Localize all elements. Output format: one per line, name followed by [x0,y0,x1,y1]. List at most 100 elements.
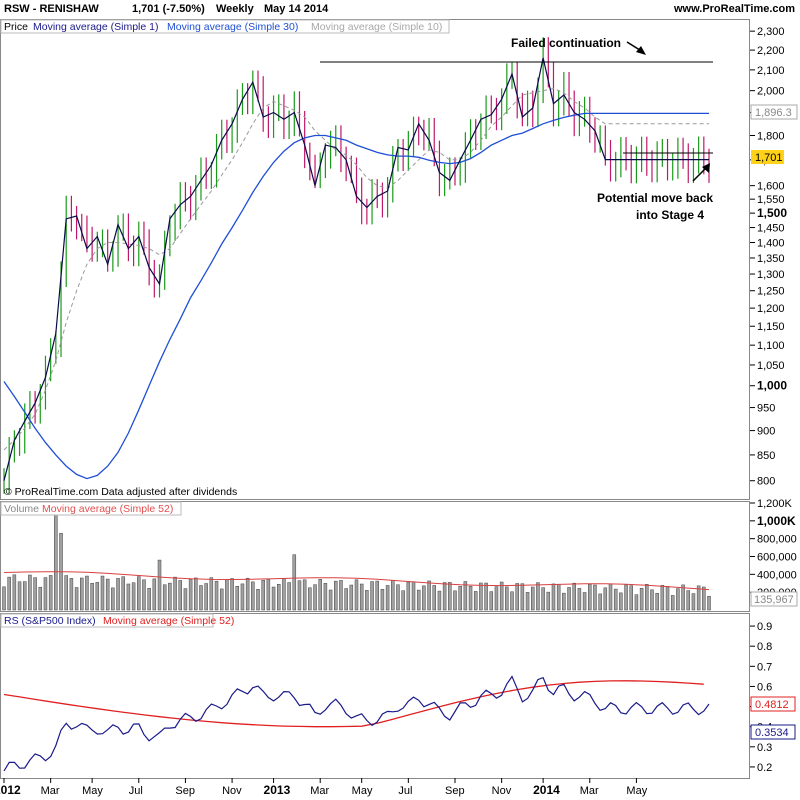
volume-bar [74,587,79,611]
rs-tick-label: 0.6 [757,681,772,693]
x-tick-label: Nov [492,785,512,797]
volume-bar [147,587,151,611]
volume-bar [359,583,364,611]
rs-panel-frame [0,613,750,779]
volume-bar [162,584,167,611]
volume-legend: Volume Moving average (Simple 52) [0,501,182,516]
volume-bar [629,585,633,611]
volume-bar [525,592,530,611]
volume-bar [546,591,551,611]
volume-bar [95,582,100,611]
annotation-arrow-bottom [692,166,708,182]
price-tick-label: 1,800 [757,131,785,143]
volume-bar [266,578,271,611]
volume-bar [328,589,333,611]
volume-bar [152,578,157,611]
x-tick-label: Mar [580,785,599,797]
x-tick-label: Mar [41,785,60,797]
volume-bar [619,592,623,611]
rs-ma-badge: 0.4812 [750,696,796,712]
volume-bar [131,582,136,611]
x-axis: 2012 Mar May Jul Sep Nov 2013 Mar May Jul Sep Nov 20… [0,778,648,797]
volume-tick-label: 1,000K [757,514,796,528]
rs-ma-line [3,680,704,728]
symbol-title: RSW - RENISHAW [4,3,99,15]
volume-bar [64,575,68,611]
price-line [3,57,709,481]
legend-ma10: Moving average (Simple 10) [311,21,442,33]
svg-text:1,896.3: 1,896.3 [755,107,792,119]
volume-bar [354,579,359,611]
volume-bar [639,587,644,611]
volume-bar [157,559,162,611]
volume-bar [178,580,182,611]
volume-bar [531,586,535,611]
annotation-stage4-line2: into Stage 4 [636,208,704,222]
volume-bar [168,582,172,611]
volume-bar [588,584,592,611]
volume-bar [463,581,468,611]
data-footer: © ProRealTime.com Data adjusted after di… [4,486,237,498]
price-tick-label: 850 [757,450,775,462]
legend-rs-ma: Moving average (Simple 52) [103,615,234,627]
volume-bars [2,504,711,611]
volume-bar [613,588,618,611]
annotation-arrowhead-bottom [702,163,710,173]
price-tick-label: 1,200 [757,303,785,315]
x-tick-label: 2012 [0,783,21,797]
price-lines [3,57,709,481]
site-label: www.ProRealTime.com [674,3,796,15]
volume-bar [541,587,545,611]
volume-bar [43,577,48,611]
volume-bar [515,583,519,611]
volume-bar [556,584,561,611]
volume-bar [696,585,701,611]
volume-bar [396,584,400,611]
volume-bar [422,585,426,611]
volume-bar [344,588,348,611]
price-tick-label: 1,450 [757,223,785,235]
volume-bar [401,590,405,611]
rs-lines [3,675,710,772]
volume-bar [111,587,115,611]
volume-bar [90,582,94,611]
volume-bar [380,589,385,611]
svg-text:0.3534: 0.3534 [755,727,789,739]
volume-bar [582,592,587,611]
volume-tick-label: 800,000 [757,534,797,546]
volume-bar [85,575,89,611]
annotation-failed-continuation: Failed continuation [511,36,621,50]
rs-tick-label: 0.7 [757,661,772,673]
volume-bar [48,575,53,611]
volume-bar [282,578,286,611]
svg-text:1,701: 1,701 [755,152,783,164]
x-tick-label: May [352,785,373,797]
rs-tick-label: 0.3 [757,742,772,754]
volume-bar [479,582,483,611]
volume-bar [323,583,328,611]
volume-bar [17,581,22,611]
volume-bar [624,584,628,611]
price-tick-label: 2,100 [757,65,785,77]
volume-bar [707,595,711,611]
legend-ma1: Moving average (Simple 1) [33,21,158,33]
volume-bar [375,580,379,611]
volume-bar [308,587,312,611]
price-tick-label: 800 [757,476,775,488]
x-tick-label: May [82,785,103,797]
rs-tick-label: 0.9 [757,621,772,633]
x-tick-label: Nov [222,785,242,797]
volume-bar [54,504,58,611]
volume-bar [562,592,566,611]
price-bars [3,37,710,494]
volume-bar [28,574,32,611]
volume-bar [370,581,374,611]
volume-bar [411,581,416,611]
price-tick-label: 900 [757,426,775,438]
volume-ma-line [3,571,710,591]
volume-bar [676,588,680,611]
volume-bar [69,578,74,611]
volume-bar [499,581,504,611]
volume-bar [406,581,411,611]
period-label: Weekly [216,3,254,15]
